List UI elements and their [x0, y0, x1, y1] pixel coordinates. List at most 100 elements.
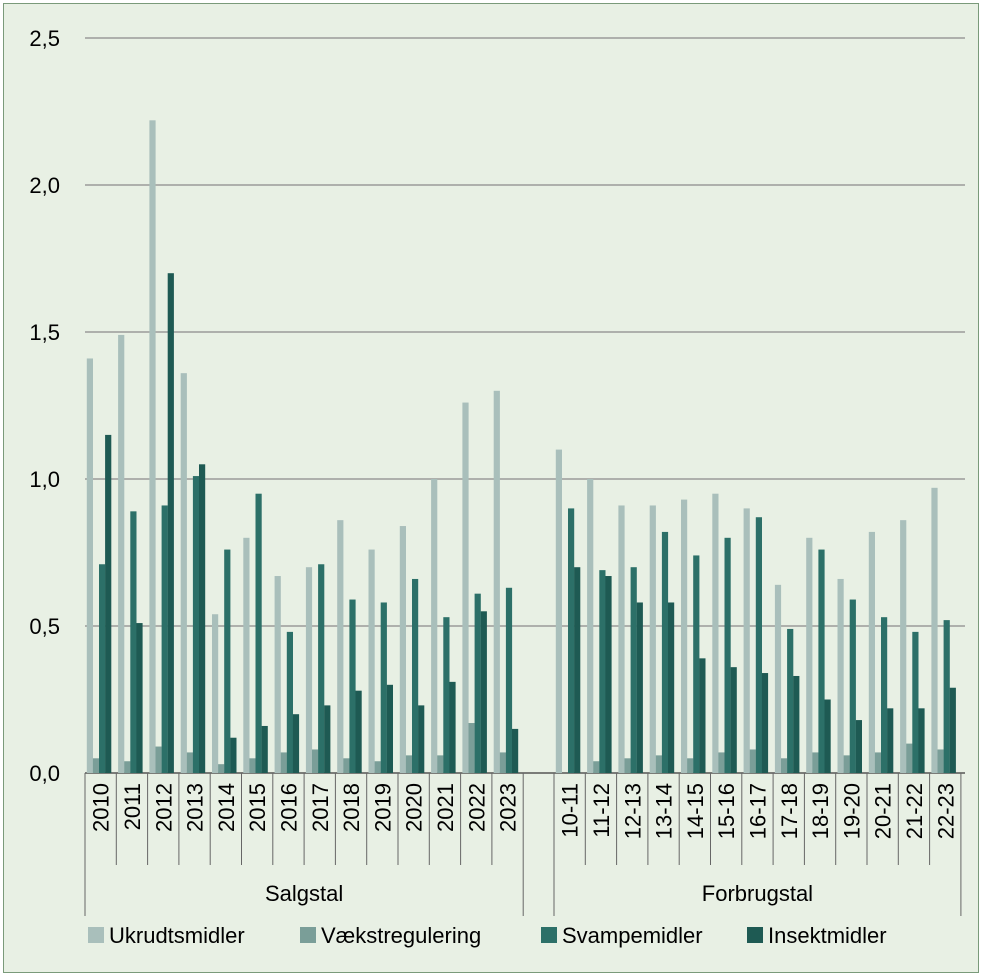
bar-insektmidler — [261, 725, 268, 773]
bar-insektmidler — [855, 720, 862, 773]
x-axis-ticks: 2010 2011 2012 2013 2014 2015 2016 2017 2018 2019… — [84, 773, 962, 865]
legend-entry: Ukrudtsmidler — [109, 923, 245, 948]
legend-entry: Svampemidler — [562, 923, 703, 948]
bar-ukrudtsmidler — [368, 549, 375, 773]
bar-ukrudtsmidler — [399, 526, 406, 773]
bar-insektmidler — [292, 714, 300, 773]
bar-vækstregulering — [655, 755, 662, 773]
bar-insektmidler — [636, 602, 643, 773]
bar-ukrudtsmidler — [774, 584, 782, 773]
x-tick-label: 12-13 — [620, 783, 645, 839]
x-tick-label: 2019 — [370, 783, 395, 832]
bar-svampemidler — [255, 493, 262, 773]
bar-ukrudtsmidler — [868, 531, 875, 773]
legend-entry: Insektmidler — [768, 923, 887, 948]
bar-ukrudtsmidler — [149, 120, 156, 773]
bar-svampemidler — [443, 617, 450, 773]
bar-ukrudtsmidler — [587, 479, 594, 773]
x-tick-label: 2012 — [151, 783, 176, 832]
x-tick-label: 2011 — [120, 783, 145, 830]
x-tick-label: 2020 — [402, 783, 427, 832]
x-tick-label: 16-17 — [745, 783, 770, 839]
bar-insektmidler — [324, 705, 331, 773]
bar-vækstregulering — [405, 755, 413, 773]
bar-ukrudtsmidler — [462, 402, 469, 773]
x-tick-label: 18-19 — [808, 783, 833, 839]
bar-vækstregulering — [249, 758, 256, 773]
bar-svampemidler — [224, 549, 231, 773]
x-tick-label: 2017 — [308, 783, 333, 832]
bar-vækstregulering — [468, 723, 475, 773]
bar-vækstregulering — [155, 746, 162, 773]
bar-svampemidler — [130, 511, 137, 773]
bar-svampemidler — [724, 537, 731, 773]
bar-vækstregulering — [906, 743, 913, 773]
bar-insektmidler — [761, 673, 769, 773]
bar-insektmidler — [136, 623, 143, 773]
bar-insektmidler — [418, 705, 425, 773]
bar-ukrudtsmidler — [900, 520, 907, 773]
y-tick-label: 2,5 — [29, 26, 60, 51]
bar-svampemidler — [568, 508, 575, 773]
y-tick-label: 0,5 — [29, 614, 60, 639]
y-axis-ticks: 0,0 0,5 1,0 1,5 2,0 2,5 — [29, 26, 60, 786]
bar-svampemidler — [474, 593, 481, 773]
legend-entry: Vækstregulering — [321, 923, 481, 948]
bar-vækstregulering — [280, 752, 287, 773]
bar-ukrudtsmidler — [337, 520, 344, 773]
chart-frame — [3, 3, 979, 973]
bar-vækstregulering — [499, 752, 506, 773]
bar-ukrudtsmidler — [305, 567, 313, 773]
bar-ukrudtsmidler — [681, 499, 688, 773]
x-tick-label: 2022 — [464, 783, 489, 832]
bar-insektmidler — [449, 681, 456, 773]
bar-insektmidler — [355, 690, 362, 773]
bar-insektmidler — [699, 658, 706, 773]
bar-svampemidler — [693, 555, 700, 773]
bar-ukrudtsmidler — [649, 505, 656, 773]
bar-svampemidler — [630, 567, 637, 773]
x-tick-label: 2016 — [276, 783, 301, 832]
y-tick-label: 0,0 — [29, 761, 60, 786]
bar-svampemidler — [943, 620, 950, 773]
bar-vækstregulering — [124, 761, 131, 773]
bar-vækstregulering — [718, 752, 725, 773]
x-tick-label: 14-15 — [683, 783, 708, 839]
bar-svampemidler — [661, 531, 669, 773]
bar-ukrudtsmidler — [118, 334, 125, 773]
category-groups: Salgstal Forbrugstal — [84, 865, 962, 916]
bar-ukrudtsmidler — [180, 373, 187, 773]
bar-svampemidler — [192, 476, 200, 773]
bar-svampemidler — [412, 578, 419, 773]
legend-swatch — [88, 927, 104, 943]
bar-insektmidler — [230, 737, 237, 773]
x-tick-label: 2023 — [496, 783, 521, 832]
bar-svampemidler — [818, 549, 825, 773]
x-tick-label: 2015 — [245, 783, 270, 832]
bar-insektmidler — [574, 567, 581, 773]
legend-swatch — [300, 927, 316, 943]
bar-insektmidler — [105, 434, 112, 773]
y-tick-label: 1,0 — [29, 467, 60, 492]
bar-vækstregulering — [781, 758, 788, 773]
bar-svampemidler — [161, 505, 168, 773]
bar-svampemidler — [849, 599, 856, 773]
group-label: Forbrugstal — [702, 881, 813, 906]
bar-ukrudtsmidler — [431, 479, 438, 773]
x-tick-label: 19-20 — [839, 783, 864, 839]
bar-svampemidler — [286, 631, 293, 773]
bar-vækstregulering — [92, 758, 100, 773]
bar-insektmidler — [730, 667, 737, 773]
bar-vækstregulering — [374, 761, 381, 773]
bar-vækstregulering — [593, 761, 600, 773]
bar-vækstregulering — [749, 749, 756, 773]
bar-vækstregulering — [218, 764, 225, 773]
bar-ukrudtsmidler — [86, 358, 93, 773]
bar-insektmidler — [605, 576, 612, 773]
bar-vækstregulering — [687, 758, 694, 773]
x-tick-label: 2013 — [183, 783, 208, 832]
bar-ukrudtsmidler — [618, 505, 625, 773]
x-tick-label: 20-21 — [871, 783, 896, 839]
legend: Ukrudtsmidler Vækstregulering Svampemidler… — [88, 923, 887, 948]
